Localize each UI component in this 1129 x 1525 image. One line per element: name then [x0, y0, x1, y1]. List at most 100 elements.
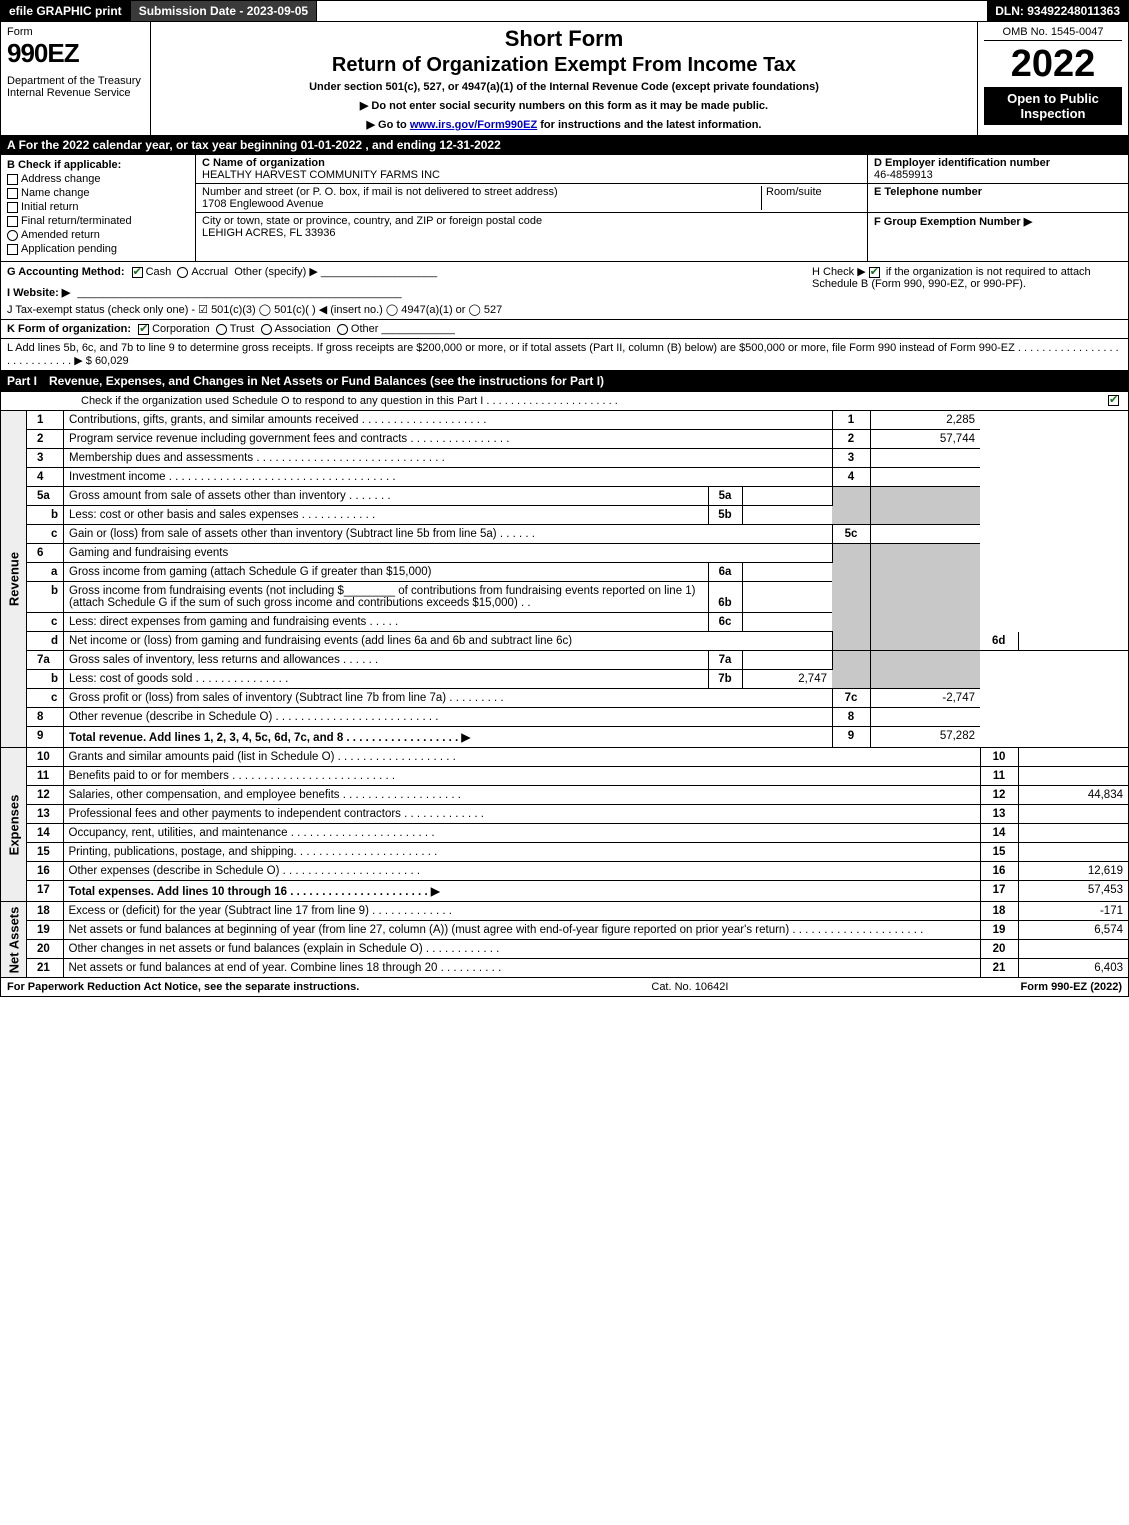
line5c-amt — [870, 525, 980, 544]
line5c-desc: Gain or (loss) from sale of assets other… — [64, 525, 832, 544]
irs-link[interactable]: www.irs.gov/Form990EZ — [410, 119, 537, 131]
org-city: LEHIGH ACRES, FL 33936 — [202, 227, 336, 239]
line20-amt — [1018, 940, 1128, 959]
line7a-sub: 7a — [708, 651, 742, 670]
chk-cash[interactable] — [132, 267, 143, 278]
line9-box: 9 — [832, 727, 870, 748]
top-bar: efile GRAPHIC print Submission Date - 20… — [0, 0, 1129, 22]
page-footer: For Paperwork Reduction Act Notice, see … — [0, 978, 1129, 997]
g-label: G Accounting Method: — [7, 266, 125, 278]
line19-amt: 6,574 — [1018, 921, 1128, 940]
chk-final-return[interactable] — [7, 216, 18, 227]
line3-desc: Membership dues and assessments . . . . … — [64, 449, 832, 468]
line16-desc: Other expenses (describe in Schedule O) … — [63, 862, 980, 881]
line13-amt — [1018, 805, 1128, 824]
chk-association[interactable] — [261, 324, 272, 335]
line6c-subval — [742, 613, 832, 632]
chk-initial-return[interactable] — [7, 202, 18, 213]
chk-corporation[interactable] — [138, 324, 149, 335]
revenue-table: 1Contributions, gifts, grants, and simil… — [27, 411, 1128, 747]
chk-amended-return[interactable] — [7, 230, 18, 241]
instr-goto-pre: ▶ Go to — [367, 119, 410, 131]
line6-desc: Gaming and fundraising events — [64, 544, 832, 563]
part1-header: Part I Revenue, Expenses, and Changes in… — [0, 371, 1129, 392]
line8-desc: Other revenue (describe in Schedule O) .… — [64, 708, 832, 727]
chk-trust[interactable] — [216, 324, 227, 335]
b-letter: B — [7, 159, 15, 171]
room-suite-label: Room/suite — [766, 186, 822, 198]
line5a-sub: 5a — [708, 487, 742, 506]
chk-address-change-label: Address change — [21, 173, 101, 185]
column-b: B Check if applicable: Address change Na… — [1, 155, 196, 261]
line19-box: 19 — [980, 921, 1018, 940]
line-l: L Add lines 5b, 6c, and 7b to line 9 to … — [0, 339, 1129, 371]
line4-box: 4 — [832, 468, 870, 487]
part1-check-text: Check if the organization used Schedule … — [81, 395, 618, 407]
d-label: D Employer identification number — [874, 157, 1050, 169]
line4-desc: Investment income . . . . . . . . . . . … — [64, 468, 832, 487]
other-org-label: Other — [351, 323, 379, 335]
f-label: F Group Exemption Number ▶ — [874, 216, 1032, 228]
line4-amt — [870, 468, 980, 487]
j-line: J Tax-exempt status (check only one) - ☑… — [7, 303, 802, 316]
line19-desc: Net assets or fund balances at beginning… — [63, 921, 980, 940]
line13-desc: Professional fees and other payments to … — [63, 805, 980, 824]
line11-amt — [1018, 767, 1128, 786]
header-right: OMB No. 1545-0047 2022 Open to Public In… — [978, 22, 1128, 135]
line20-box: 20 — [980, 940, 1018, 959]
line13-box: 13 — [980, 805, 1018, 824]
chk-application-pending[interactable] — [7, 244, 18, 255]
line7b-subval: 2,747 — [742, 670, 832, 689]
line-k: K Form of organization: Corporation Trus… — [0, 320, 1129, 339]
line7c-amt: -2,747 — [870, 689, 980, 708]
line9-desc: Total revenue. Add lines 1, 2, 3, 4, 5c,… — [64, 727, 832, 748]
line6b-subval — [742, 582, 832, 613]
c-city-label: City or town, state or province, country… — [202, 215, 542, 227]
cash-label: Cash — [146, 266, 172, 278]
chk-name-change-label: Name change — [21, 187, 90, 199]
line8-amt — [870, 708, 980, 727]
footer-cat: Cat. No. 10642I — [651, 981, 728, 993]
line7b-sub: 7b — [708, 670, 742, 689]
line9-amt: 57,282 — [870, 727, 980, 748]
line16-box: 16 — [980, 862, 1018, 881]
line14-desc: Occupancy, rent, utilities, and maintena… — [63, 824, 980, 843]
line21-desc: Net assets or fund balances at end of ye… — [63, 959, 980, 978]
line15-amt — [1018, 843, 1128, 862]
line6a-desc: Gross income from gaming (attach Schedul… — [64, 563, 708, 582]
line18-desc: Excess or (deficit) for the year (Subtra… — [63, 902, 980, 921]
association-label: Association — [275, 323, 331, 335]
header-left: Form 990EZ Department of the Treasury In… — [1, 22, 151, 135]
line5a-desc: Gross amount from sale of assets other t… — [64, 487, 708, 506]
line17-desc: Total expenses. Add lines 10 through 16 … — [63, 881, 980, 902]
line15-box: 15 — [980, 843, 1018, 862]
line12-box: 12 — [980, 786, 1018, 805]
part1-label: Part I — [7, 374, 37, 388]
line7c-box: 7c — [832, 689, 870, 708]
b-label: Check if applicable: — [18, 159, 121, 171]
chk-application-pending-label: Application pending — [21, 243, 117, 255]
line6c-desc: Less: direct expenses from gaming and fu… — [64, 613, 708, 632]
line6d-desc: Net income or (loss) from gaming and fun… — [64, 632, 832, 651]
line7c-desc: Gross profit or (loss) from sales of inv… — [64, 689, 832, 708]
revenue-section: Revenue 1Contributions, gifts, grants, a… — [0, 411, 1129, 748]
form-header: Form 990EZ Department of the Treasury In… — [0, 22, 1129, 136]
form-subtitle: Under section 501(c), 527, or 4947(a)(1)… — [159, 81, 969, 93]
chk-address-change[interactable] — [7, 174, 18, 185]
tax-year: 2022 — [984, 45, 1122, 83]
line5b-subval — [742, 506, 832, 525]
line7a-desc: Gross sales of inventory, less returns a… — [64, 651, 708, 670]
dln-label: DLN: 93492248011363 — [987, 1, 1128, 21]
short-form-title: Short Form — [159, 26, 969, 52]
line18-amt: -171 — [1018, 902, 1128, 921]
accrual-label: Accrual — [191, 266, 228, 278]
line7b-desc: Less: cost of goods sold . . . . . . . .… — [64, 670, 708, 689]
corporation-label: Corporation — [152, 323, 209, 335]
instr-goto: ▶ Go to www.irs.gov/Form990EZ for instru… — [159, 118, 969, 131]
chk-name-change[interactable] — [7, 188, 18, 199]
header-center: Short Form Return of Organization Exempt… — [151, 22, 978, 135]
chk-accrual[interactable] — [177, 267, 188, 278]
chk-other-org[interactable] — [337, 324, 348, 335]
chk-schedule-b-not-required[interactable] — [869, 267, 880, 278]
chk-schedule-o-part1[interactable] — [1108, 395, 1119, 406]
